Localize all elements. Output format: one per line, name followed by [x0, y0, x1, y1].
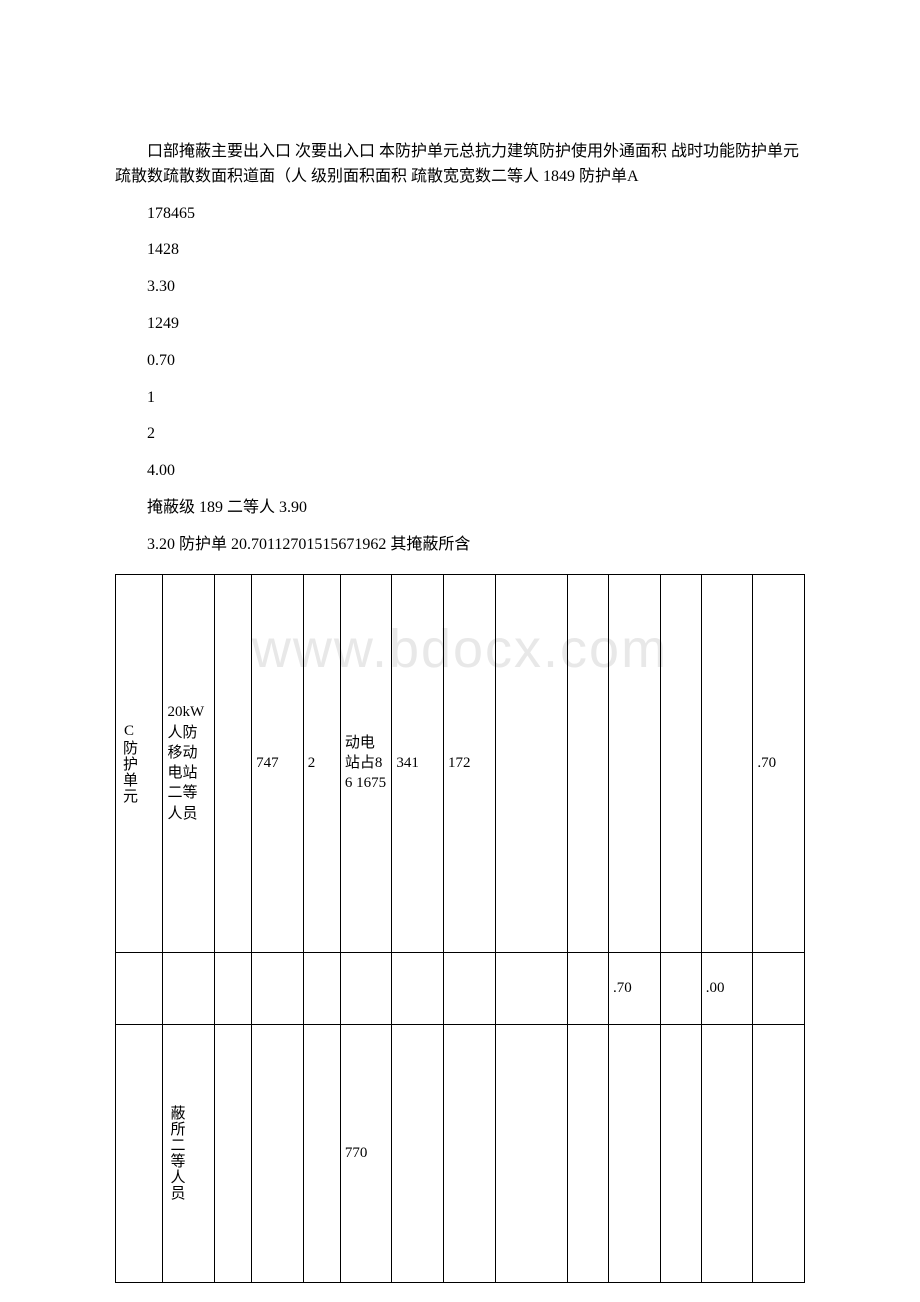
data-line-2: 1428	[115, 238, 805, 263]
cell-r3c1	[116, 1024, 163, 1282]
cell-r2c4	[252, 952, 304, 1024]
cell-r1c13	[701, 574, 753, 952]
cell-r1c12	[660, 574, 701, 952]
cell-r2c14	[753, 952, 805, 1024]
cell-r3c14	[753, 1024, 805, 1282]
data-line-3: 3.30	[115, 275, 805, 300]
cell-r3c10	[567, 1024, 608, 1282]
cell-r2c6	[340, 952, 392, 1024]
cell-r1c8: 172	[443, 574, 495, 952]
cell-r3c3	[215, 1024, 252, 1282]
cell-r1c1: C防护单元	[116, 574, 163, 952]
cell-r3c6: 770	[340, 1024, 392, 1282]
cell-r2c3	[215, 952, 252, 1024]
cell-r3c12	[660, 1024, 701, 1282]
data-line-10: 3.20 防护单 20.70112701515671962 其掩蔽所含	[115, 533, 805, 558]
cell-r2c11: .70	[608, 952, 660, 1024]
cell-r2c13: .00	[701, 952, 753, 1024]
cell-r3c11	[608, 1024, 660, 1282]
cell-r1c9	[495, 574, 567, 952]
data-line-9: 掩蔽级 189 二等人 3.90	[115, 496, 805, 521]
table-row: C防护单元 20kW人防移动电站二等人员 747 2 动电站占86 1675 3…	[116, 574, 805, 952]
cell-r2c10	[567, 952, 608, 1024]
cell-r1c3	[215, 574, 252, 952]
cell-r2c1	[116, 952, 163, 1024]
data-table-container: C防护单元 20kW人防移动电站二等人员 747 2 动电站占86 1675 3…	[115, 574, 805, 1283]
cell-r2c8	[443, 952, 495, 1024]
table-row: .70 .00	[116, 952, 805, 1024]
cell-r1c4: 747	[252, 574, 304, 952]
cell-r2c5	[303, 952, 340, 1024]
cell-r2c2	[163, 952, 215, 1024]
cell-r3c13	[701, 1024, 753, 1282]
cell-r1c6: 动电站占86 1675	[340, 574, 392, 952]
data-line-5: 0.70	[115, 349, 805, 374]
cell-r1c11	[608, 574, 660, 952]
data-line-4: 1249	[115, 312, 805, 337]
intro-paragraph: 口部掩蔽主要出入口 次要出入口 本防护单元总抗力建筑防护使用外通面积 战时功能防…	[115, 140, 805, 190]
cell-r1c14: .70	[753, 574, 805, 952]
cell-r3c9	[495, 1024, 567, 1282]
cell-r3c5	[303, 1024, 340, 1282]
cell-r2c9	[495, 952, 567, 1024]
cell-r1c5: 2	[303, 574, 340, 952]
cell-r3c7	[392, 1024, 444, 1282]
data-line-1: 178465	[115, 202, 805, 227]
cell-r2c12	[660, 952, 701, 1024]
cell-r1c7: 341	[392, 574, 444, 952]
cell-r2c7	[392, 952, 444, 1024]
cell-r1c2: 20kW人防移动电站二等人员	[163, 574, 215, 952]
cell-r3c8	[443, 1024, 495, 1282]
data-line-6: 1	[115, 386, 805, 411]
cell-r3c4	[252, 1024, 304, 1282]
cell-r3c2: 蔽所二等人员	[163, 1024, 215, 1282]
data-table: C防护单元 20kW人防移动电站二等人员 747 2 动电站占86 1675 3…	[115, 574, 805, 1283]
table-row: 蔽所二等人员 770	[116, 1024, 805, 1282]
data-line-7: 2	[115, 422, 805, 447]
cell-r1c10	[567, 574, 608, 952]
data-line-8: 4.00	[115, 459, 805, 484]
